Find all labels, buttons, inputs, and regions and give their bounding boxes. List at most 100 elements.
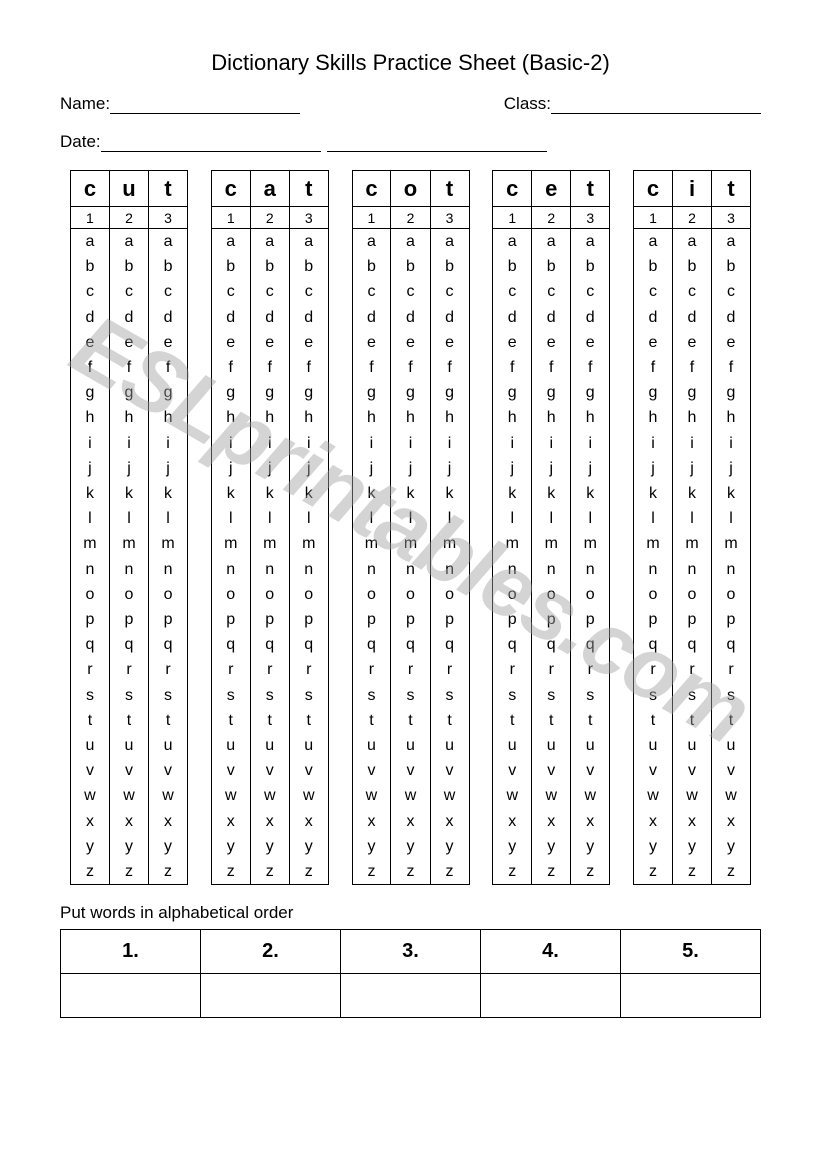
num-cell-3: 3 — [149, 207, 188, 229]
alpha-letter: r — [165, 657, 170, 682]
alpha-letter: b — [547, 254, 556, 279]
alpha-letter: n — [547, 557, 556, 582]
alpha-letter: j — [229, 456, 233, 481]
alpha-letter: l — [690, 506, 694, 531]
name-underline[interactable] — [110, 97, 300, 114]
order-cell-3[interactable] — [341, 974, 481, 1018]
alpha-letter: o — [445, 582, 454, 607]
alpha-letter: o — [586, 582, 595, 607]
alpha-letter: u — [508, 733, 517, 758]
alpha-letter: k — [547, 481, 555, 506]
column-table-4: cet123abcdefghijklmnopqrstuvwxyzabcdefgh… — [492, 170, 610, 885]
alpha-letter: j — [268, 456, 272, 481]
alpha-letter: i — [166, 431, 170, 456]
alpha-letter: z — [86, 859, 94, 884]
alpha-letter: d — [164, 305, 173, 330]
alphabet-list: abcdefghijklmnopqrstuvwxyz — [571, 229, 609, 884]
alpha-letter: g — [727, 380, 736, 405]
alpha-letter: t — [447, 708, 451, 733]
alpha-letter: u — [265, 733, 274, 758]
alphabet-list: abcdefghijklmnopqrstuvwxyz — [712, 229, 750, 884]
order-cell-5[interactable] — [621, 974, 761, 1018]
num-cell-2: 2 — [532, 207, 571, 229]
alpha-letter: n — [508, 557, 517, 582]
alpha-letter: v — [125, 758, 133, 783]
alpha-letter: k — [727, 481, 735, 506]
alpha-letter: e — [547, 330, 556, 355]
alpha-letter: n — [727, 557, 736, 582]
alpha-letter: w — [225, 783, 237, 808]
page-title: Dictionary Skills Practice Sheet (Basic-… — [60, 50, 761, 76]
alpha-letter: q — [445, 632, 454, 657]
word-letter-3: t — [712, 171, 751, 207]
alpha-letter: e — [445, 330, 454, 355]
alpha-letter: j — [729, 456, 733, 481]
alpha-letter: v — [446, 758, 454, 783]
alpha-letter: g — [265, 380, 274, 405]
alpha-letter: z — [547, 859, 555, 884]
alpha-letter: c — [406, 279, 414, 304]
alpha-letter: p — [688, 607, 697, 632]
alphabet-list: abcdefghijklmnopqrstuvwxyz — [353, 229, 391, 884]
alphabet-body-row: abcdefghijklmnopqrstuvwxyzabcdefghijklmn… — [71, 229, 188, 885]
alpha-letter: h — [226, 405, 235, 430]
order-cell-4[interactable] — [481, 974, 621, 1018]
alpha-letter: f — [447, 355, 451, 380]
alpha-letter: e — [265, 330, 274, 355]
alphabet-list: abcdefghijklmnopqrstuvwxyz — [251, 229, 289, 884]
date-underline-2[interactable] — [327, 135, 547, 152]
alpha-letter: y — [125, 834, 133, 859]
alpha-letter: i — [88, 431, 92, 456]
order-header-4: 4. — [481, 930, 621, 974]
alphabet-col-1: abcdefghijklmnopqrstuvwxyz — [352, 229, 391, 885]
column-5: cit123abcdefghijklmnopqrstuvwxyzabcdefgh… — [633, 170, 751, 885]
alpha-letter: f — [549, 355, 553, 380]
order-cell-2[interactable] — [201, 974, 341, 1018]
alpha-letter: a — [727, 229, 736, 254]
alpha-letter: q — [265, 632, 274, 657]
alpha-letter: k — [367, 481, 375, 506]
num-cell-1: 1 — [634, 207, 673, 229]
alpha-letter: k — [164, 481, 172, 506]
alpha-letter: r — [689, 657, 694, 682]
worksheet-page: Dictionary Skills Practice Sheet (Basic-… — [0, 0, 821, 1058]
alpha-letter: f — [588, 355, 592, 380]
alpha-letter: s — [508, 683, 516, 708]
word-letter-2: u — [109, 171, 148, 207]
alpha-letter: q — [406, 632, 415, 657]
alpha-letter: i — [370, 431, 374, 456]
alpha-letter: j — [549, 456, 553, 481]
column-table-2: cat123abcdefghijklmnopqrstuvwxyzabcdefgh… — [211, 170, 329, 885]
alpha-letter: c — [727, 279, 735, 304]
order-cell-1[interactable] — [61, 974, 201, 1018]
class-underline[interactable] — [551, 97, 761, 114]
alpha-letter: l — [651, 506, 655, 531]
alphabet-list: abcdefghijklmnopqrstuvwxyz — [212, 229, 250, 884]
alphabet-body-row: abcdefghijklmnopqrstuvwxyzabcdefghijklmn… — [493, 229, 610, 885]
instruction-text: Put words in alphabetical order — [60, 903, 761, 923]
alpha-letter: t — [510, 708, 514, 733]
alpha-letter: u — [586, 733, 595, 758]
word-letter-3: t — [289, 171, 328, 207]
alpha-letter: a — [649, 229, 658, 254]
word-letter-3: t — [430, 171, 469, 207]
alpha-letter: j — [448, 456, 452, 481]
num-row: 123 — [211, 207, 328, 229]
alphabet-col-3: abcdefghijklmnopqrstuvwxyz — [571, 229, 610, 885]
num-cell-2: 2 — [391, 207, 430, 229]
num-cell-1: 1 — [352, 207, 391, 229]
alpha-letter: d — [649, 305, 658, 330]
date-underline-1[interactable] — [101, 135, 321, 152]
alpha-letter: u — [688, 733, 697, 758]
alpha-letter: n — [304, 557, 313, 582]
alpha-letter: j — [510, 456, 514, 481]
alpha-letter: n — [164, 557, 173, 582]
alpha-letter: i — [651, 431, 655, 456]
alpha-letter: w — [444, 783, 456, 808]
class-field: Class: — [504, 94, 761, 114]
alpha-letter: u — [445, 733, 454, 758]
alpha-letter: i — [510, 431, 514, 456]
alpha-letter: x — [227, 809, 235, 834]
alpha-letter: o — [304, 582, 313, 607]
alpha-letter: t — [369, 708, 373, 733]
